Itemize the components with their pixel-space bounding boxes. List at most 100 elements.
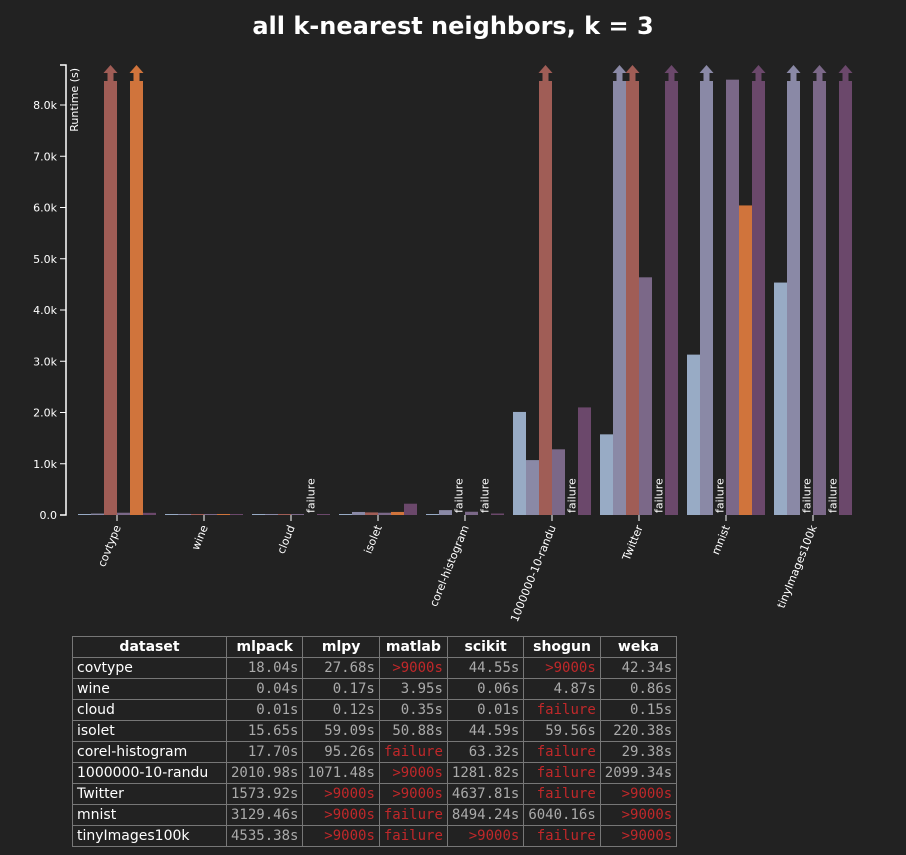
failure-label: failure [453,478,466,513]
value-cell: >9000s [599,825,678,847]
bar-weka [839,81,852,515]
value-cell: 2010.98s [225,762,304,784]
results-table: dataset mlpack mlpy matlab scikit shogun weka c… [72,636,678,847]
bar-mlpack [252,514,265,515]
bar-matlab [278,514,291,515]
timeout-arrow-icon [812,65,827,81]
timeout-arrow-icon [786,65,801,81]
y-axis-label: Runtime (s) [68,68,81,132]
bar-matlab [365,512,378,515]
value-cell: 42.34s [599,657,678,679]
bar-mlpy [787,81,800,515]
value-cell: failure [378,825,448,847]
bar-scikit [726,79,739,515]
table-row: covtype 18.04s 27.68s >9000s 44.55s >9000s 42.… [72,657,678,679]
y-tick-label: 4.0k [33,304,57,317]
column-header: dataset [72,636,227,658]
y-axis [60,64,67,516]
bar-scikit [378,512,391,515]
column-header: shogun [523,636,601,658]
value-cell: >9000s [523,657,601,679]
timeout-arrow-icon [751,65,766,81]
value-cell: 95.26s [302,741,380,763]
value-cell: 8494.24s [446,804,525,826]
bar-mlpack [687,354,700,515]
value-cell: failure [378,804,448,826]
bar-mlpack [513,411,526,515]
bar-mlpack [78,514,91,515]
value-cell: failure [523,783,601,805]
value-cell: failure [523,741,601,763]
dataset-cell: corel-histogram [72,741,227,763]
bar-weka [578,407,591,515]
bar-shogun [130,81,143,515]
value-cell: 63.32s [446,741,525,763]
dataset-cell: Twitter [72,783,227,805]
x-tick-label: 1000000-10-randu [508,523,559,623]
bar-shogun [391,511,404,515]
value-cell: 2099.34s [599,762,678,784]
x-tick-label: cloud [275,523,298,555]
timeout-arrow-icon [625,65,640,81]
bar-weka [665,81,678,515]
dataset-cell: isolet [72,720,227,742]
value-cell: 4.87s [523,678,601,700]
value-cell: 1071.48s [302,762,380,784]
x-tick-label: corel-histogram [427,523,472,608]
value-cell: 0.15s [599,699,678,721]
bar-mlpack [165,514,178,515]
column-header: weka [599,636,678,658]
value-cell: failure [523,762,601,784]
value-cell: 18.04s [225,657,304,679]
value-cell: 220.38s [599,720,678,742]
bar-weka [404,503,417,515]
column-header: mlpack [225,636,304,658]
timeout-arrow-icon [129,65,144,81]
bar-mlpy [178,514,191,515]
bar-scikit [291,514,304,515]
bar-mlpy [613,81,626,515]
bar-matlab [191,514,204,515]
value-cell: 1281.82s [446,762,525,784]
bar-shogun [217,514,230,515]
value-cell: 0.86s [599,678,678,700]
value-cell: >9000s [378,657,448,679]
bar-mlpack [774,282,787,515]
table-row: wine 0.04s 0.17s 3.95s 0.06s 4.87s 0.86s [72,678,678,700]
bar-weka [752,81,765,515]
table-row: cloud 0.01s 0.12s 0.35s 0.01s failure 0.15s [72,699,678,721]
table-row: tinyImages100k 4535.38s >9000s failure >9000… [72,825,678,847]
table-row: mnist 3129.46s >9000s failure 8494.24s 6040.1… [72,804,678,826]
x-tick-label: tinyImages100k [775,523,820,610]
value-cell: 50.88s [378,720,448,742]
bar-weka [491,513,504,515]
bar-mlpy [700,81,713,515]
failure-label: failure [305,478,318,513]
bar-scikit [552,449,565,515]
x-tick-label: covtype [95,523,124,569]
timeout-arrow-icon [612,65,627,81]
value-cell: >9000s [378,762,448,784]
bar-weka [230,514,243,515]
value-cell: 0.06s [446,678,525,700]
timeout-arrow-icon [103,65,118,81]
value-cell: >9000s [446,825,525,847]
value-cell: 0.35s [378,699,448,721]
failure-label: failure [801,478,814,513]
dataset-cell: cloud [72,699,227,721]
dataset-cell: wine [72,678,227,700]
bar-scikit [465,511,478,515]
y-tick-label: 0.0 [40,509,58,522]
bar-mlpy [265,514,278,515]
bar-chart: 0.0 1.0k 2.0k 3.0k 4.0k 5.0k 6.0k 7.0k 8.0k Runti… [33,64,853,624]
value-cell: >9000s [599,804,678,826]
bar-scikit [117,512,130,515]
bar-mlpy [526,460,539,515]
value-cell: 6040.16s [523,804,601,826]
timeout-arrow-icon [838,65,853,81]
value-cell: 59.09s [302,720,380,742]
value-cell: 0.01s [225,699,304,721]
value-cell: 1573.92s [225,783,304,805]
bar-mlpack [600,434,613,515]
value-cell: 17.70s [225,741,304,763]
